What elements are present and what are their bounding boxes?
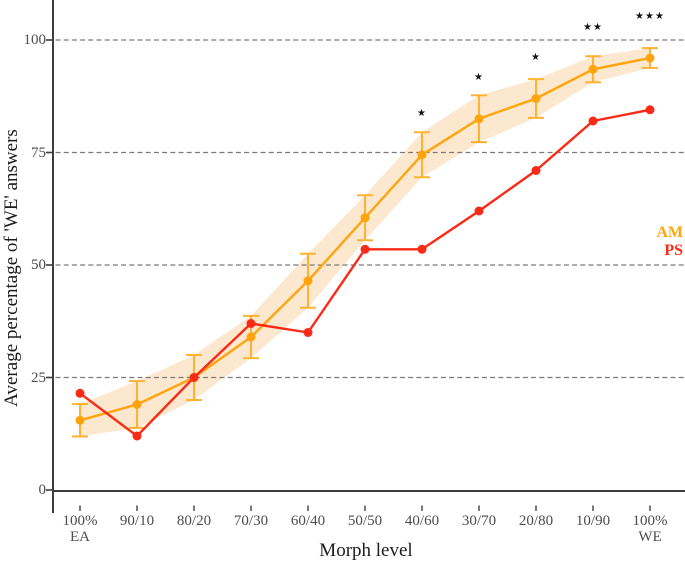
ps-point <box>360 244 370 254</box>
significance-marker: ★ <box>531 52 541 63</box>
x-tick-label-line: 30/70 <box>461 513 497 529</box>
x-tick-label-line: 20/80 <box>518 513 554 529</box>
x-tick-label-line: EA <box>70 529 90 545</box>
x-tick-label: 60/40 <box>272 513 344 529</box>
x-tick-label: 70/30 <box>215 513 287 529</box>
x-tick-label: 100% EA <box>44 513 116 545</box>
am-point <box>474 114 484 124</box>
y-tick-label: 0 <box>38 482 47 498</box>
ps-point <box>645 105 655 115</box>
am-confidence-band <box>80 48 650 437</box>
y-tick-label: 100 <box>23 32 47 48</box>
ps-point <box>75 388 85 398</box>
significance-marker: ★ <box>417 108 427 119</box>
ps-point <box>189 373 199 382</box>
am-point <box>246 332 256 342</box>
x-tick-label-line: WE <box>638 529 662 545</box>
am-point <box>75 415 85 425</box>
x-tick-label-line: 80/20 <box>176 513 212 529</box>
am-point <box>531 94 541 103</box>
significance-marker: ★ <box>474 72 484 83</box>
x-tick-label-line: 70/30 <box>233 513 269 529</box>
x-tick-label: 100% WE <box>614 513 685 545</box>
ps-point <box>246 319 256 328</box>
legend-ps: PS <box>664 242 683 259</box>
ps-point <box>588 116 598 126</box>
x-tick-label: 40/60 <box>386 513 458 529</box>
ps-point <box>417 244 427 254</box>
x-tick-label-line: 90/10 <box>119 513 155 529</box>
x-tick-label: 80/20 <box>158 513 230 529</box>
am-point <box>417 150 427 160</box>
x-tick-label: 50/50 <box>329 513 401 529</box>
x-tick-label: 90/10 <box>101 513 173 529</box>
ps-point <box>132 431 142 441</box>
significance-marker: ★★★ <box>635 11 665 22</box>
am-point <box>132 400 142 409</box>
legend-am: AM <box>656 224 683 241</box>
x-tick-label-line: 100% <box>632 513 668 529</box>
am-point <box>303 276 313 286</box>
x-tick-label: 30/70 <box>443 513 515 529</box>
x-tick-label: 10/90 <box>557 513 629 529</box>
x-tick-label-line: 10/90 <box>575 513 611 529</box>
y-tick-label: 50 <box>31 257 46 273</box>
y-tick-label: 25 <box>31 369 46 386</box>
ps-point <box>531 166 541 175</box>
y-tick-label: 75 <box>31 144 46 161</box>
ps-point <box>474 206 484 216</box>
significance-marker: ★★ <box>583 22 603 33</box>
am-point <box>645 53 655 63</box>
x-tick-label-line: 50/50 <box>347 513 383 529</box>
ps-point <box>303 328 313 337</box>
x-tick-label-line: 100% <box>62 513 98 529</box>
x-tick-label: 20/80 <box>500 513 572 529</box>
y-axis-title: Average percentage of 'WE' answers <box>1 129 22 407</box>
x-tick-label-line: 60/40 <box>290 513 326 529</box>
x-tick-label-line: 40/60 <box>404 513 440 529</box>
am-point <box>360 213 370 223</box>
x-axis-title: Morph level <box>319 540 413 561</box>
am-point <box>588 64 598 74</box>
